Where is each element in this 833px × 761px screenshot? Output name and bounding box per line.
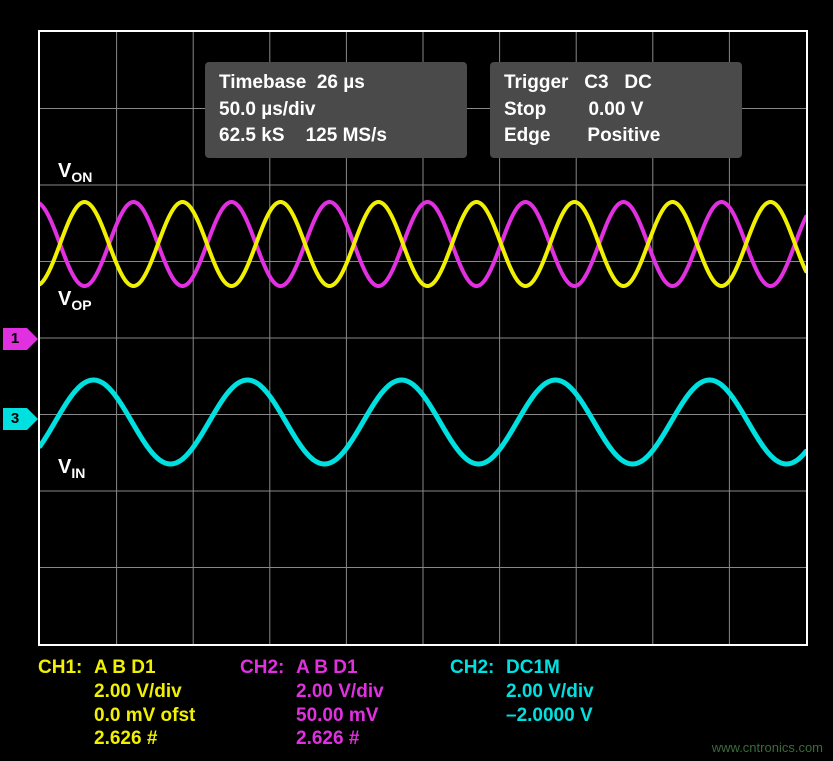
trigger-level: Stop 0.00 V <box>504 97 728 124</box>
trigger-panel: Trigger C3 DC Stop 0.00 V Edge Positive <box>490 62 742 158</box>
ch2-info: CH2:A B D1 2.00 V/div 50.00 mV 2.626 # <box>240 656 384 751</box>
channel-3-marker: 3 <box>3 408 27 430</box>
timebase-panel: Timebase 26 µs 50.0 µs/div 62.5 kS 125 M… <box>205 62 467 158</box>
vop-label: VOP <box>58 288 92 313</box>
trigger-source: Trigger C3 DC <box>504 70 728 97</box>
vin-label: VIN <box>58 456 85 481</box>
channel-1-marker: 1 <box>3 328 27 350</box>
timebase-line: Timebase 26 µs <box>219 70 453 97</box>
watermark-text: www.cntronics.com <box>712 740 823 755</box>
trigger-edge: Edge Positive <box>504 123 728 150</box>
ch1-info: CH1:A B D1 2.00 V/div 0.0 mV ofst 2.626 … <box>38 656 195 751</box>
timebase-sample: 62.5 kS 125 MS/s <box>219 123 453 150</box>
oscilloscope-display: Timebase 26 µs 50.0 µs/div 62.5 kS 125 M… <box>38 30 808 646</box>
timebase-scale: 50.0 µs/div <box>219 97 453 124</box>
von-label: VON <box>58 160 92 185</box>
ch3-info: CH2:DC1M 2.00 V/div –2.0000 V <box>450 656 594 727</box>
